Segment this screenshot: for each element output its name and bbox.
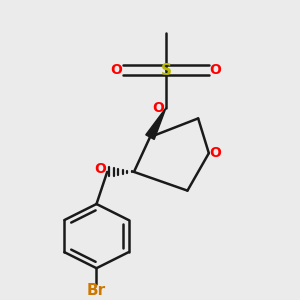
Polygon shape (146, 108, 166, 140)
Text: O: O (209, 146, 221, 160)
Text: Br: Br (87, 284, 106, 298)
Text: S: S (160, 63, 172, 78)
Text: O: O (111, 63, 122, 77)
Text: O: O (210, 63, 221, 77)
Text: O: O (152, 101, 164, 115)
Text: O: O (94, 162, 106, 176)
